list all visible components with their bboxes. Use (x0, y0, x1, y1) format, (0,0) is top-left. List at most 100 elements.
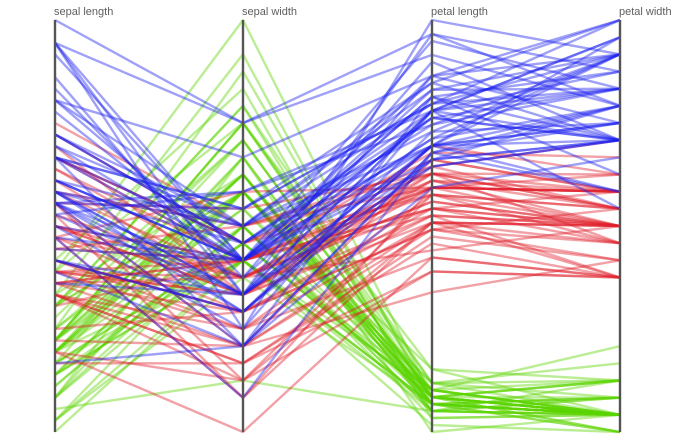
series-line-virginica-14[interactable] (54, 104, 621, 348)
series-line-versicolor-34[interactable] (54, 144, 621, 313)
series-line-virginica-17[interactable] (54, 116, 621, 262)
series-line-versicolor-1[interactable] (54, 121, 621, 228)
series-line-versicolor-24[interactable] (54, 172, 621, 296)
series-line-virginica-10[interactable] (54, 18, 621, 159)
series-line-versicolor-16[interactable] (54, 156, 621, 245)
series-line-versicolor-25[interactable] (54, 190, 621, 279)
series-line-versicolor-19[interactable] (54, 186, 621, 399)
series-line-setosa-44[interactable] (54, 173, 621, 392)
series-line-setosa-48[interactable] (54, 224, 621, 416)
series-line-virginica-34[interactable] (54, 144, 621, 296)
series-line-versicolor-18[interactable] (54, 214, 621, 313)
series-line-setosa-40[interactable] (54, 190, 621, 416)
series-line-setosa-24[interactable] (54, 207, 621, 385)
series-line-virginica-30[interactable] (54, 95, 621, 262)
series-line-versicolor-22[interactable] (54, 221, 621, 296)
series-line-virginica-11[interactable] (54, 104, 621, 228)
series-line-virginica-50[interactable] (54, 139, 621, 262)
series-line-versicolor-49[interactable] (54, 259, 621, 348)
series-line-versicolor-41[interactable] (54, 193, 621, 331)
series-line-virginica-31[interactable] (54, 74, 621, 296)
series-line-setosa-16[interactable] (54, 18, 621, 399)
series-line-virginica-1[interactable] (54, 18, 621, 211)
series-line-virginica-21[interactable] (54, 53, 621, 228)
series-line-virginica-44[interactable] (54, 53, 621, 228)
series-line-setosa-12[interactable] (54, 190, 621, 416)
series-line-versicolor-46[interactable] (54, 207, 621, 273)
series-line-versicolor-12[interactable] (54, 190, 621, 262)
series-line-versicolor-30[interactable] (54, 256, 621, 331)
series-line-setosa-20[interactable] (54, 121, 621, 399)
series-line-virginica-35[interactable] (54, 109, 621, 331)
series-line-setosa-29[interactable] (54, 190, 621, 416)
series-line-setosa-19[interactable] (54, 121, 621, 399)
series-line-virginica-13[interactable] (54, 87, 621, 262)
series-line-setosa-8[interactable] (54, 190, 621, 416)
series-line-setosa-31[interactable] (54, 241, 621, 416)
series-line-setosa-30[interactable] (54, 224, 621, 416)
series-line-setosa-34[interactable] (54, 53, 621, 416)
series-line-setosa-5[interactable] (54, 156, 621, 416)
series-line-virginica-27[interactable] (54, 139, 621, 296)
series-line-versicolor-17[interactable] (54, 186, 621, 285)
series-line-setosa-38[interactable] (54, 156, 621, 434)
series-line-setosa-42[interactable] (54, 379, 621, 413)
series-line-setosa-25[interactable] (54, 190, 621, 416)
series-line-versicolor-14[interactable] (54, 172, 621, 279)
series-line-versicolor-28[interactable] (54, 151, 621, 262)
series-line-virginica-4[interactable] (54, 109, 621, 279)
series-line-virginica-25[interactable] (54, 87, 621, 211)
series-line-virginica-46[interactable] (54, 53, 621, 262)
series-line-setosa-7[interactable] (54, 190, 621, 406)
series-line-virginica-49[interactable] (54, 53, 621, 216)
series-line-virginica-3[interactable] (54, 87, 621, 262)
series-line-virginica-12[interactable] (54, 121, 621, 313)
series-line-setosa-41[interactable] (54, 173, 621, 413)
series-line-virginica-43[interactable] (54, 121, 621, 313)
series-line-versicolor-5[interactable] (54, 179, 621, 296)
series-line-setosa-47[interactable] (54, 121, 621, 416)
series-line-versicolor-38[interactable] (54, 193, 621, 382)
series-line-versicolor-29[interactable] (54, 186, 621, 279)
series-line-setosa-27[interactable] (54, 190, 621, 392)
series-line-setosa-39[interactable] (54, 259, 621, 422)
series-line-versicolor-3[interactable] (54, 133, 621, 245)
series-line-virginica-48[interactable] (54, 104, 621, 262)
series-line-versicolor-39[interactable] (54, 214, 621, 285)
series-line-setosa-1[interactable] (54, 173, 621, 416)
series-line-setosa-32[interactable] (54, 190, 621, 399)
series-line-virginica-33[interactable] (54, 70, 621, 296)
series-line-versicolor-44[interactable] (54, 270, 621, 382)
series-line-versicolor-50[interactable] (54, 214, 621, 296)
series-line-virginica-39[interactable] (54, 139, 621, 262)
series-line-virginica-36[interactable] (54, 42, 621, 262)
series-line-versicolor-20[interactable] (54, 228, 621, 348)
series-line-setosa-28[interactable] (54, 173, 621, 416)
series-line-setosa-3[interactable] (54, 224, 621, 416)
series-line-setosa-6[interactable] (54, 104, 621, 385)
series-line-versicolor-47[interactable] (54, 207, 621, 279)
series-line-versicolor-8[interactable] (55, 270, 621, 365)
series-line-virginica-37[interactable] (54, 36, 621, 205)
series-line-virginica-28[interactable] (54, 139, 621, 262)
series-line-virginica-38[interactable] (54, 116, 621, 245)
series-line-setosa-9[interactable] (54, 276, 621, 422)
series-line-setosa-10[interactable] (54, 241, 621, 434)
series-line-virginica-18[interactable] (54, 32, 621, 125)
series-line-versicolor-43[interactable] (54, 221, 621, 331)
series-line-virginica-47[interactable] (54, 121, 621, 348)
series-line-versicolor-35[interactable] (54, 186, 621, 308)
series-line-versicolor-6[interactable] (54, 186, 621, 296)
series-line-virginica-32[interactable] (54, 18, 621, 125)
series-line-setosa-46[interactable] (54, 259, 621, 406)
series-line-virginica-2[interactable] (54, 121, 621, 313)
series-line-versicolor-27[interactable] (54, 144, 621, 296)
series-line-virginica-22[interactable] (54, 104, 621, 296)
series-line-versicolor-4[interactable] (54, 221, 621, 382)
series-line-versicolor-33[interactable] (54, 228, 621, 313)
series-line-setosa-21[interactable] (54, 190, 621, 416)
series-line-virginica-19[interactable] (53, 18, 621, 331)
series-line-setosa-22[interactable] (54, 138, 621, 399)
series-line-virginica-9[interactable] (54, 95, 621, 348)
series-line-setosa-45[interactable] (54, 121, 621, 382)
